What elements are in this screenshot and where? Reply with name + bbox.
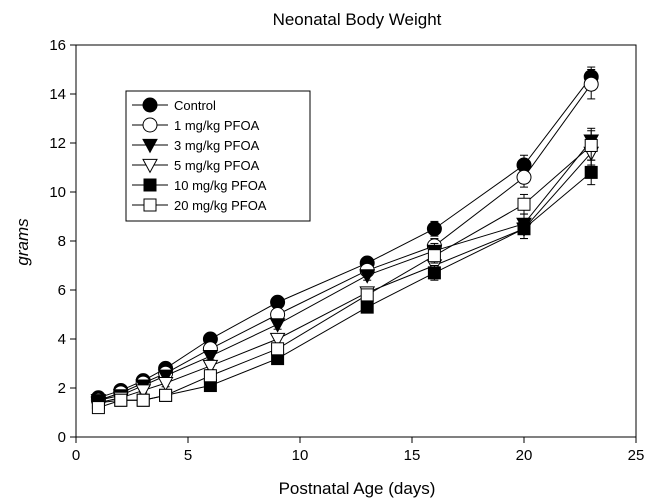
- x-tick-label: 10: [292, 447, 309, 464]
- data-point: [157, 369, 174, 385]
- y-tick-label: 4: [58, 331, 66, 348]
- data-point: [135, 384, 152, 399]
- data-point: [269, 332, 286, 348]
- legend-label: 10 mg/kg PFOA: [174, 178, 267, 193]
- y-axis: 0 2 4 6 8 10 12 14 16: [49, 37, 76, 446]
- y-tick-label: 16: [49, 37, 66, 54]
- data-point: [202, 350, 219, 365]
- y-tick-label: 14: [49, 86, 66, 103]
- data-point: [143, 198, 157, 212]
- data-point: [271, 342, 285, 356]
- x-tick-label: 5: [184, 447, 192, 464]
- chart-title: Neonatal Body Weight: [273, 10, 442, 29]
- series-layer: [90, 66, 600, 415]
- data-point: [142, 138, 158, 154]
- series-line: [98, 76, 592, 399]
- x-tick-label: 25: [628, 447, 645, 464]
- x-tick-label: 20: [516, 447, 533, 464]
- data-point: [517, 197, 531, 211]
- y-axis-title: grams: [13, 218, 32, 266]
- y-tick-label: 8: [58, 233, 66, 250]
- data-point: [427, 249, 441, 263]
- legend-item: Control: [132, 97, 216, 113]
- legend-item: 10 mg/kg PFOA: [132, 178, 267, 193]
- y-tick-label: 6: [58, 282, 66, 299]
- legend-label: 20 mg/kg PFOA: [174, 198, 267, 213]
- legend-item: 3 mg/kg PFOA: [132, 138, 260, 154]
- data-point: [516, 169, 532, 185]
- data-point: [359, 269, 376, 284]
- data-point: [143, 178, 157, 192]
- series-line: [98, 140, 592, 401]
- data-point: [202, 359, 219, 375]
- data-point: [136, 393, 150, 407]
- data-point: [114, 393, 128, 407]
- data-point: [142, 97, 158, 113]
- legend: Control 1 mg/kg PFOA 3 mg/kg PFOA 5 mg/kg P…: [125, 90, 311, 222]
- data-point: [159, 388, 173, 402]
- data-point: [584, 138, 598, 152]
- legend-label: 5 mg/kg PFOA: [174, 158, 260, 173]
- data-point: [203, 369, 217, 383]
- legend-item: 5 mg/kg PFOA: [132, 158, 260, 174]
- y-tick-label: 2: [58, 380, 66, 397]
- data-point: [360, 300, 374, 314]
- series-line: [98, 145, 592, 409]
- data-point: [427, 266, 441, 280]
- legend-item: 20 mg/kg PFOA: [132, 198, 267, 213]
- data-point: [157, 377, 174, 392]
- y-tick-label: 12: [49, 135, 66, 152]
- series-line: [98, 83, 592, 401]
- data-point: [142, 117, 158, 133]
- data-point: [269, 318, 286, 333]
- legend-box: [125, 90, 311, 222]
- data-point: [91, 401, 105, 415]
- data-point: [583, 76, 599, 92]
- legend-label: 3 mg/kg PFOA: [174, 138, 260, 153]
- data-point: [360, 288, 374, 302]
- data-point: [584, 165, 598, 179]
- data-point: [426, 221, 442, 237]
- legend-item: 1 mg/kg PFOA: [132, 117, 260, 133]
- series-6: [91, 130, 598, 415]
- x-tick-label: 0: [72, 447, 80, 464]
- y-tick-label: 10: [49, 184, 66, 201]
- series-line: [98, 152, 592, 404]
- data-point: [517, 222, 531, 236]
- y-tick-label: 0: [58, 429, 66, 446]
- data-point: [142, 158, 158, 174]
- legend-label: 1 mg/kg PFOA: [174, 118, 260, 133]
- legend-label: Control: [174, 98, 216, 113]
- x-axis-title: Postnatal Age (days): [279, 479, 436, 498]
- x-tick-label: 15: [404, 447, 421, 464]
- x-axis: 0 5 10 15 20 25: [72, 437, 645, 464]
